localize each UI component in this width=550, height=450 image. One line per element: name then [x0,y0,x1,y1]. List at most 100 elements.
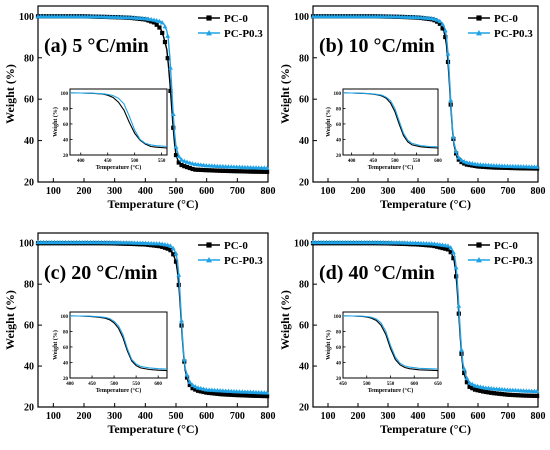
data-point [190,166,195,172]
inset-x-tick-label: 400 [66,382,74,387]
data-point [151,20,157,25]
legend-marker-0 [206,15,212,21]
inset-1: 400 450 500 550 600 20 40 60 80 100 Temperature (°… [325,88,442,171]
y-axis-label: Weight (%) [3,290,17,350]
panel-3: 100 200 300 400 500 600 700 800 20 40 60 80 100 Tempe… [278,232,546,436]
data-point [461,158,467,164]
y-axis-label: Weight (%) [278,64,292,124]
x-tick-label: 300 [107,411,122,422]
inset-y-tick-label: 40 [336,361,342,366]
y-tick-label: 60 [24,95,34,106]
y-tick-label: 80 [299,280,309,291]
data-point [264,165,270,170]
x-tick-label: 200 [77,186,92,197]
y-tick-label: 80 [24,53,34,64]
data-point [470,386,475,391]
legend-marker-1 [476,30,482,36]
data-point [464,375,470,381]
panel-title: (c) 20 °C/min [44,262,158,284]
inset-y-tick-label: 100 [334,315,342,320]
data-point [470,163,475,168]
data-point [154,18,160,23]
data-point [168,65,173,70]
x-tick-label: 200 [351,411,366,422]
data-point [240,393,245,398]
panel-1: 100 200 300 400 500 600 700 800 20 40 60 80 100 Tempe… [278,5,546,211]
inset-x-tick-label: 600 [154,382,162,387]
data-point [262,169,267,174]
data-point [459,159,464,165]
data-point [481,389,486,394]
y-tick-label: 100 [19,12,34,23]
inset-x-tick-label: 500 [391,159,399,164]
inset-y-tick-label: 20 [63,377,69,382]
data-point [456,303,462,308]
inset-y-tick-label: 40 [63,138,69,143]
data-point [242,393,248,398]
y-tick-label: 80 [299,53,309,64]
data-point [229,392,234,397]
inset-x-tick-label: 400 [77,159,85,164]
data-point [173,152,179,158]
inset-y-tick-label: 80 [63,107,69,112]
data-point [176,160,181,165]
data-point [245,393,250,398]
x-tick-label: 800 [261,411,276,422]
data-point [535,393,540,399]
data-point [532,393,537,398]
data-point [445,247,451,252]
data-point [497,165,502,170]
data-point [162,241,168,247]
x-tick-label: 700 [230,411,245,422]
y-tick-label: 20 [299,178,309,189]
inset-y-tick-label: 100 [61,92,69,97]
data-point [231,169,237,174]
data-point [259,169,264,174]
x-tick-label: 400 [411,186,426,197]
data-point [437,245,442,250]
data-point [173,251,179,256]
y-tick-label: 100 [294,239,309,250]
data-point [456,157,461,162]
data-point [483,389,488,395]
x-tick-label: 500 [169,411,184,422]
data-point [226,168,231,174]
inset-y-tick-label: 80 [336,107,342,112]
data-point [182,164,187,169]
data-point [461,366,467,371]
plot-frame [37,232,269,408]
data-point [159,20,165,25]
panel-title: (d) 40 °C/min [319,262,435,284]
inset-x-tick-label: 450 [369,159,377,164]
data-point [149,19,154,24]
data-point [234,392,239,398]
data-point [209,168,214,173]
data-point [192,384,198,389]
data-point [198,385,204,391]
inset-x-tick-label: 550 [132,382,140,387]
x-tick-label: 700 [230,186,245,197]
data-point [459,157,464,162]
y-tick-label: 100 [19,239,34,250]
inset-x-tick-label: 550 [158,159,166,164]
x-tick-label: 800 [531,186,546,197]
legend-label-1: PC-P0.3 [224,28,263,40]
x-tick-label: 600 [471,411,486,422]
data-point [475,388,480,393]
data-point [209,391,214,396]
data-point [445,243,451,248]
inset-x-tick-label: 450 [88,382,96,387]
inset-y-tick-label: 80 [336,330,342,335]
data-point [154,22,159,27]
data-point [223,392,228,397]
inset-y-tick-label: 60 [336,123,342,128]
x-tick-label: 400 [411,411,426,422]
y-tick-label: 40 [299,362,309,373]
data-point [190,386,195,391]
data-point [437,21,442,26]
data-point [226,392,231,397]
x-axis-label: Temperature (°C) [107,197,198,211]
data-point [184,164,190,170]
inset-y-tick-label: 60 [63,123,69,128]
data-point [508,392,513,397]
